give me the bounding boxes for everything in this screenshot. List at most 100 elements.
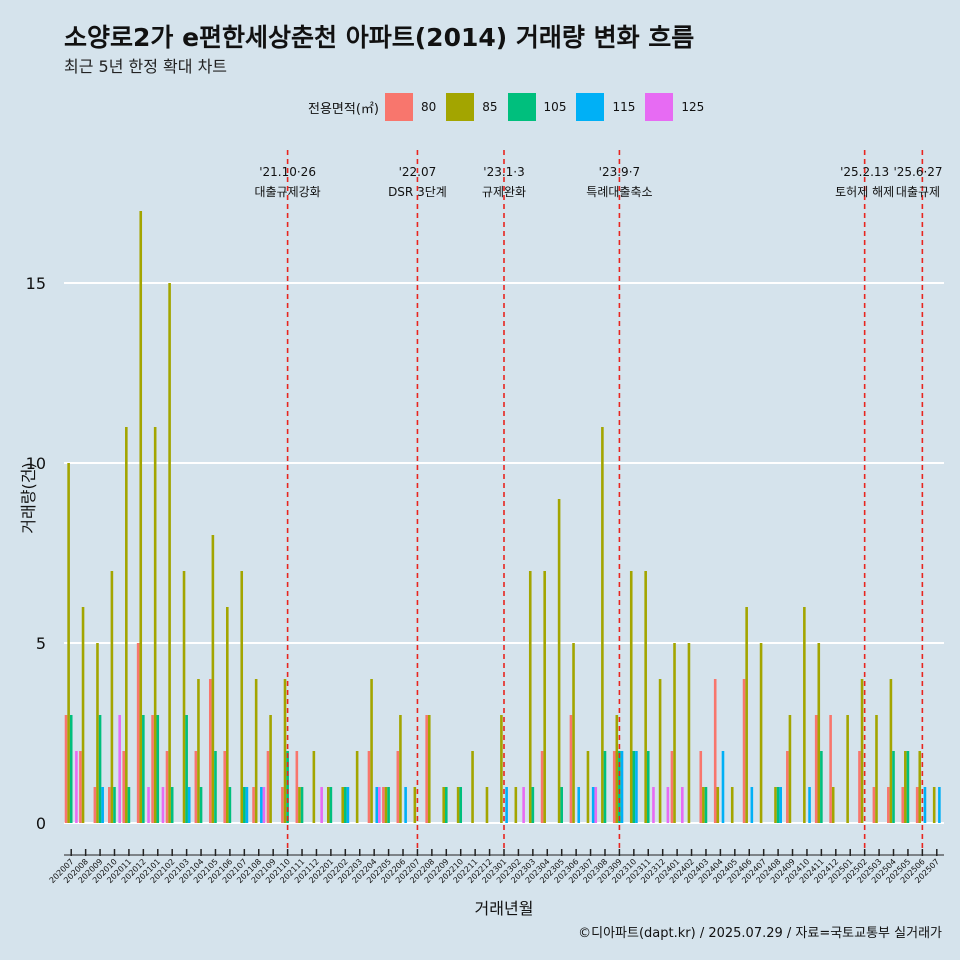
bar-105-202110 [286,751,289,823]
bar-80-202111 [295,751,299,823]
bar-85-202206 [399,715,402,823]
bar-80-202208 [425,715,428,823]
bar-85-202302 [514,787,518,823]
bar-105-202209 [444,787,448,823]
bar-85-202211 [471,751,474,823]
event-date: '21.10·26 [259,165,316,179]
legend-swatch [576,93,605,121]
bar-80-202503 [872,787,876,823]
event-date: '25.2.13 [840,165,889,179]
bar-85-202304 [543,571,546,823]
legend-label: 105 [543,100,567,114]
bar-85-202103 [182,571,186,823]
bar-115-202306 [577,787,581,823]
bar-115-202404 [721,751,725,823]
bar-85-202505 [904,751,907,823]
bar-80-202304 [540,751,544,823]
bar-85-202406 [745,607,748,823]
bar-105-202103 [185,715,188,823]
bar-80-202412 [829,715,832,823]
bar-115-202406 [750,787,754,823]
bar-80-202403 [699,751,703,823]
legend-item-115: 115 [576,93,635,121]
bar-115-202108 [260,787,263,823]
y-tick-label: 5 [36,634,46,653]
bar-115-202204 [375,787,379,823]
bar-80-202109 [266,751,270,823]
y-tick-label: 0 [36,814,46,833]
legend-swatch [645,93,674,121]
bar-105-202504 [892,751,895,823]
bar-80-202104 [194,751,198,823]
bar-105-202104 [199,787,203,823]
bar-80-202411 [814,715,818,823]
bar-85-202212 [485,787,489,823]
bar-105-202310 [632,751,636,823]
bar-80-202206 [396,751,400,823]
event-date: '22.07 [399,165,437,179]
bar-105-202308 [603,751,607,823]
bar-85-202410 [803,607,806,823]
bar-105-202107 [243,787,246,823]
bar-125-202302 [522,787,525,823]
legend-item-105: 105 [507,93,567,121]
bar-115-202309 [620,751,624,823]
bar-125-202311 [652,787,655,823]
bar-105-202305 [560,787,564,823]
bar-85-202501 [846,715,849,823]
axes: 2020072020082020092020102020112020122021… [48,849,944,885]
bar-85-202101 [153,427,157,823]
bar-85-202409 [788,715,792,823]
bar-85-202105 [211,535,215,823]
bar-85-202203 [355,751,359,823]
bar-80-202306 [569,715,573,823]
bar-85-202112 [312,751,316,823]
bar-105-202403 [704,787,708,823]
bar-80-202205 [382,787,385,823]
bar-85-202310 [629,571,633,823]
event-label: 특례대출축소 [586,185,652,199]
bar-85-202210 [456,787,460,823]
event-label: DSR 3단계 [388,185,447,199]
bar-85-202111 [298,787,301,823]
event-date: '23.9·7 [599,165,640,179]
bar-80-202008 [79,751,82,823]
bar-80-202106 [223,751,227,823]
bar-105-202309 [618,751,621,823]
bar-105-202007 [69,715,73,823]
bar-85-202108 [254,679,258,823]
bars [64,211,941,823]
bar-125-202401 [681,787,684,823]
bar-85-202109 [269,715,272,823]
bar-80-202108 [252,787,255,823]
legend-title: 전용면적(㎡) [308,101,379,117]
event-markers: '21.10·26 대출규제강화 '22.07 DSR 3단계 '23.1·3 규제완화 '… [254,150,943,850]
bar-80-202401 [670,751,674,823]
bar-80-202011 [122,751,126,823]
event-date: '25.6·27 [893,165,942,179]
bar-125-202007 [75,751,78,823]
bar-85-202412 [831,787,835,823]
bar-85-202405 [730,787,734,823]
bar-80-202309 [612,751,616,823]
bar-85-202205 [384,787,388,823]
bar-85-202102 [168,283,171,823]
bar-85-202311 [644,571,647,823]
bar-85-202309 [615,715,619,823]
legend-swatch [384,93,413,121]
bar-105-202202 [344,787,347,823]
bar-85-202011 [125,427,128,823]
legend-swatch [446,93,475,121]
bar-115-202206 [404,787,407,823]
bar-80-202012 [136,643,140,823]
event-label: 규제완화 [482,185,526,199]
bar-80-202101 [151,715,154,823]
bar-105-202411 [820,751,823,823]
bar-85-202404 [716,787,720,823]
bar-115-202202 [346,787,350,823]
bar-125-202312 [666,787,670,823]
bar-80-202505 [901,787,905,823]
bar-115-202103 [187,787,191,823]
bar-105-202012 [142,715,145,823]
bar-80-202102 [165,751,169,823]
